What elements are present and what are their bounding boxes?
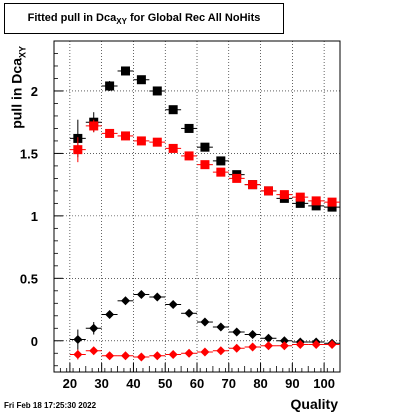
y-axis-label-main: pull in Dca [8,58,25,129]
data-point-diamond [279,341,289,351]
data-point-square [168,143,178,153]
y-tick-label: 0.5 [20,271,38,286]
x-tick-label: 70 [222,376,236,391]
data-point-diamond [73,350,83,360]
data-point-diamond [136,352,146,362]
chart-title-main: Fitted pull in Dca [27,12,117,24]
data-point-square [136,136,146,146]
data-point-square [152,86,162,96]
y-tick-label: 2 [31,84,38,99]
data-point-square [105,81,115,91]
x-tick-label: 20 [63,376,77,391]
data-point-square [73,145,83,155]
chart-title-rest: for Global Rec All NoHits [126,12,261,24]
data-point-square [311,196,321,206]
data-point-diamond [216,322,226,332]
data-points [69,66,340,362]
y-axis-label: pull in DcaXY [9,37,28,137]
x-tick-label: 80 [253,376,267,391]
data-series [69,340,340,362]
y-tick-label: 1.5 [20,146,38,161]
data-point-square [136,75,146,85]
data-point-diamond [89,323,99,333]
data-point-square [184,151,194,161]
x-tick-label: 30 [94,376,108,391]
data-point-diamond [152,351,162,361]
data-point-diamond [232,327,242,337]
data-point-diamond [200,347,210,357]
data-series [69,66,340,212]
data-series [69,290,340,350]
data-point-diamond [105,351,115,361]
data-point-diamond [327,340,337,350]
data-point-square [311,201,321,211]
axis-ticks [53,40,341,372]
data-point-square [184,123,194,133]
data-point-square [152,137,162,147]
data-point-square [200,160,210,170]
data-point-square [168,105,178,115]
data-point-diamond [89,346,99,356]
data-point-square [89,121,99,131]
data-point-diamond [152,292,162,302]
data-point-diamond [232,343,242,353]
data-point-square [121,66,130,76]
x-tick-label: 40 [126,376,140,391]
data-point-diamond [105,310,115,320]
x-axis-label: Quality [290,396,338,412]
data-point-diamond [264,341,273,351]
y-tick-label: 1 [31,209,38,224]
data-series [69,119,340,207]
timestamp: Fri Feb 18 17:25:30 2022 [4,401,97,410]
data-point-square [327,197,337,207]
data-point-square [248,180,258,190]
grid-lines [54,41,340,372]
data-point-diamond [295,340,305,350]
data-point-square [232,173,242,183]
data-point-diamond [279,336,289,346]
data-point-diamond [264,333,273,343]
chart-title: Fitted pull in DcaXY for Global Rec All … [5,12,283,26]
data-point-diamond [168,350,178,360]
data-point-diamond [216,346,226,356]
data-point-diamond [121,296,130,306]
data-point-square [295,198,305,208]
x-tick-label: 60 [190,376,204,391]
x-tick-label: 50 [158,376,172,391]
data-point-square [216,167,226,177]
data-point-diamond [248,330,258,340]
y-tick-label: 0 [31,334,38,349]
data-point-square [264,186,273,196]
data-point-square [200,142,210,152]
x-tick-label: 90 [285,376,299,391]
data-point-diamond [168,300,178,310]
data-point-diamond [184,308,194,318]
data-point-diamond [311,340,321,350]
data-point-diamond [73,335,83,345]
data-point-diamond [200,317,210,327]
data-point-square [295,192,305,202]
data-point-diamond [136,290,146,300]
chart-title-box: Fitted pull in DcaXY for Global Rec All … [4,3,284,34]
data-point-square [327,202,337,212]
chart-title-subscript: XY [116,17,127,27]
data-point-square [279,190,289,200]
data-point-diamond [248,342,258,352]
tick-labels: 20 30 40 50 60 70 80 90 100 0 0.5 1 1.5 2 [20,84,335,391]
data-point-square [121,131,130,141]
data-point-square [105,128,115,138]
x-tick-label: 100 [313,376,335,391]
data-point-diamond [121,351,130,361]
y-axis-label-subscript: XY [17,45,28,59]
data-point-diamond [184,348,194,358]
data-point-square [216,156,226,166]
